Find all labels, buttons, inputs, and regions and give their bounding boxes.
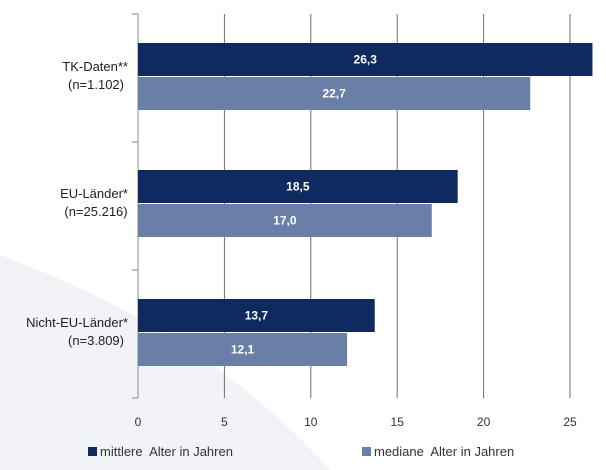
- x-tick-labels: 0 5 10 15 20 25: [135, 415, 577, 429]
- bar-mean-1: [138, 170, 458, 203]
- category-n-label: (n=1.102): [68, 77, 124, 92]
- x-tick-label: 15: [391, 415, 405, 429]
- category-label: TK-Daten**: [62, 59, 128, 74]
- bar-median-0: [138, 77, 531, 110]
- x-tick-label: 5: [221, 415, 228, 429]
- bar-mean-0: [138, 43, 593, 76]
- bar-median-2: [138, 333, 348, 366]
- legend-label: mediane Alter in Jahren: [374, 444, 514, 459]
- category-label: Nicht-EU-Länder*: [26, 315, 128, 330]
- bar-median-1: [138, 204, 432, 237]
- legend-label: mittlere Alter in Jahren: [100, 444, 233, 459]
- x-tick-label: 0: [135, 415, 142, 429]
- bars: 26,3 22,7 18,5 17,0 13,7 12,1: [138, 43, 593, 366]
- data-label: 12,1: [231, 343, 255, 357]
- data-label: 26,3: [354, 53, 378, 67]
- data-label: 13,7: [245, 309, 269, 323]
- legend: mittlere Alter in Jahren mediane Alter in…: [88, 444, 514, 459]
- x-tick-label: 10: [304, 415, 318, 429]
- x-tick-label: 20: [477, 415, 491, 429]
- x-tick-label: 25: [563, 415, 577, 429]
- bar-mean-2: [138, 299, 375, 332]
- legend-swatch: [88, 447, 97, 456]
- data-label: 17,0: [273, 214, 297, 228]
- category-n-label: (n=25.216): [64, 204, 127, 219]
- legend-swatch: [362, 447, 371, 456]
- category-label: EU-Länder*: [60, 186, 128, 201]
- category-n-label: (n=3.809): [68, 333, 124, 348]
- data-label: 18,5: [286, 180, 310, 194]
- data-label: 22,7: [322, 87, 346, 101]
- category-labels: TK-Daten** (n=1.102) EU-Länder* (n=25.216) N…: [26, 59, 128, 348]
